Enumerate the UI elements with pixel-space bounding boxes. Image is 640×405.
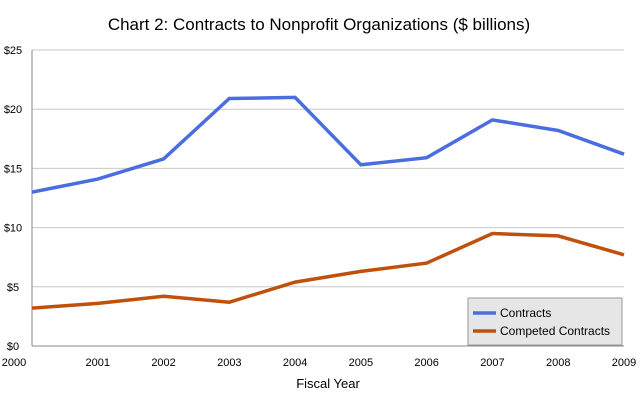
x-tick-label: 2000: [2, 357, 26, 369]
y-tick-label: $5: [7, 282, 19, 294]
legend-box: [467, 297, 623, 346]
gridlines: [32, 49, 624, 288]
series-line-0: [31, 95, 625, 194]
x-tick-label: 2006: [414, 357, 438, 369]
y-tick-label: $20: [4, 104, 22, 116]
legend-label: Contracts: [500, 306, 551, 320]
x-tick-label: 2004: [283, 357, 307, 369]
y-tick-label: $15: [4, 163, 22, 175]
x-tick-label: 2008: [546, 357, 570, 369]
x-tick-label: 2002: [151, 357, 175, 369]
legend: Contracts Competed Contracts: [467, 297, 623, 346]
x-tick-label: 2003: [217, 357, 241, 369]
x-tick-label: 2007: [480, 357, 504, 369]
series-lines: [31, 95, 625, 310]
y-tick-label: $0: [7, 341, 19, 353]
series-line-1: [31, 231, 625, 310]
legend-label: Competed Contracts: [500, 324, 610, 338]
x-tick-label: 2005: [349, 357, 373, 369]
y-tick-label: $10: [4, 223, 22, 235]
axes: [31, 50, 624, 347]
x-axis-label: Fiscal Year: [296, 376, 360, 391]
y-tick-label: $25: [4, 45, 22, 57]
x-tick-label: 2001: [86, 357, 110, 369]
x-tick-labels: 2000 2001 2002 2003 2004 2005 2006 2007 2008 2009: [2, 357, 636, 369]
y-tick-labels: $0 $5 $10 $15 $20 $25: [4, 45, 22, 353]
chart-title: Chart 2: Contracts to Nonprofit Organiza…: [108, 15, 530, 34]
x-tick-label: 2009: [612, 357, 636, 369]
